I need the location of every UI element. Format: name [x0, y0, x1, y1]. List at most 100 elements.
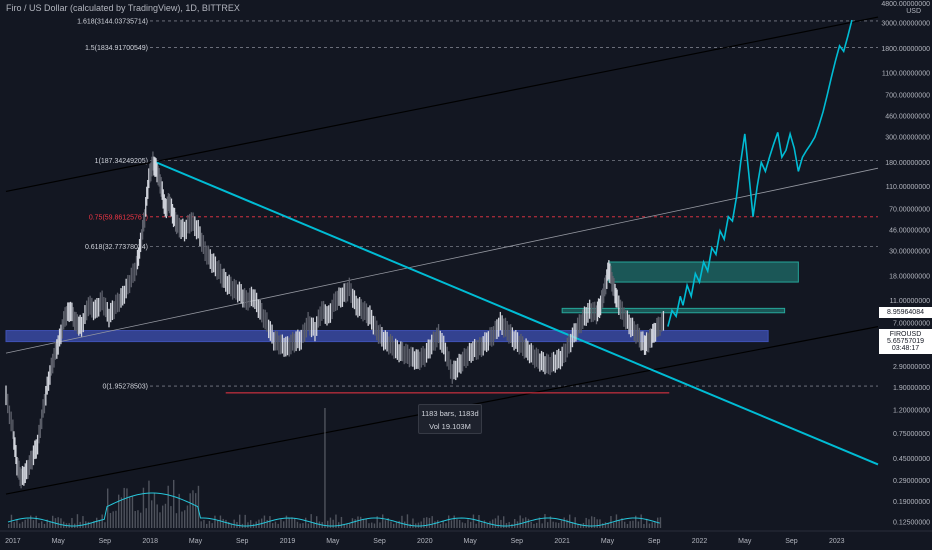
volume-bar	[162, 505, 164, 528]
y-tick-label: 1100.00000000	[882, 70, 930, 77]
volume-bar	[409, 523, 411, 528]
volume-bar	[651, 522, 653, 528]
volume-bar	[222, 518, 224, 528]
volume-bar	[340, 516, 343, 528]
y-tick-label: 110.00000000	[886, 184, 930, 191]
volume-bar	[32, 520, 35, 528]
volume-bar	[173, 479, 175, 528]
projection-line	[667, 19, 853, 327]
volume-bar	[329, 517, 332, 528]
volume-bar	[354, 519, 356, 528]
volume-bar	[208, 520, 211, 528]
volume-bar	[544, 514, 546, 528]
volume-bar	[569, 514, 571, 528]
volume-bar	[126, 488, 128, 528]
volume-bar	[307, 523, 310, 528]
volume-bar	[57, 517, 59, 528]
volume-bar	[406, 514, 409, 528]
volume-bar	[118, 494, 120, 528]
volume-bar	[280, 519, 282, 528]
volume-bar	[27, 518, 29, 528]
volume-bar	[296, 521, 299, 528]
fib-label-2: 1(187.34249205)	[95, 158, 148, 165]
volume-bar	[239, 514, 241, 528]
volume-bar	[577, 523, 579, 528]
volume-bar	[514, 519, 516, 528]
volume-bar	[536, 522, 538, 528]
volume-bar	[13, 522, 15, 528]
volume-bar	[181, 511, 183, 528]
volume-bar	[489, 521, 491, 528]
volume-bar	[244, 514, 246, 528]
y-tick-label: 700.00000000	[885, 93, 930, 100]
volume-bar	[555, 522, 557, 528]
fib-label-3: 0.75(59.86125767)	[89, 214, 148, 221]
volume-ma-line	[7, 492, 660, 527]
volume-bar	[170, 506, 172, 528]
volume-bar	[87, 521, 90, 528]
volume-bar	[371, 522, 373, 528]
volume-bar	[123, 487, 125, 528]
y-tick-label: 7.00000000	[893, 320, 930, 327]
volume-bar	[456, 519, 458, 528]
volume-bar	[417, 522, 420, 528]
y-tick-label: 0.45000000	[893, 456, 930, 463]
y-tick-label: 1.20000000	[893, 408, 930, 415]
volume-bar	[538, 517, 541, 528]
volume-bar	[335, 514, 337, 528]
volume-bar	[98, 519, 101, 528]
volume-bar	[164, 503, 167, 528]
volume-bar	[76, 514, 79, 528]
volume-bar	[459, 520, 461, 528]
volume-bar	[60, 518, 62, 528]
volume-bar	[530, 521, 532, 528]
volume-bar	[448, 515, 450, 528]
volume-bar	[140, 512, 142, 528]
fib-label-1: 1.5(1834.91700549)	[85, 45, 148, 52]
x-tick-label: Sep	[648, 538, 661, 545]
volume-bar	[470, 521, 472, 528]
volume-bar	[107, 488, 109, 528]
x-tick-label: Sep	[99, 538, 112, 545]
volume-bar	[423, 517, 425, 528]
volume-bar	[613, 522, 615, 528]
volume-bar	[21, 521, 24, 528]
volume-bar	[277, 523, 279, 528]
volume-bar	[635, 515, 637, 528]
x-tick-label: 2017	[5, 538, 21, 545]
volume-bar	[478, 514, 480, 528]
volume-bar	[500, 519, 502, 528]
volume-bar	[115, 510, 117, 528]
volume-bar	[646, 518, 648, 528]
volume-bar	[382, 514, 384, 528]
volume-bar	[137, 510, 139, 528]
volume-bar	[327, 520, 329, 528]
volume-bar	[285, 515, 288, 528]
volume-bar	[398, 520, 400, 528]
volume-bar	[203, 519, 205, 528]
measure-tooltip: 1183 bars, 1183d Vol 19.103M	[418, 404, 482, 434]
y-tick-label: 46.00000000	[889, 227, 930, 234]
countdown-tag: 03:48:17	[879, 343, 932, 354]
y-tick-label: 0.19000000	[893, 499, 930, 506]
y-tick-label: 0.75000000	[893, 431, 930, 438]
volume-bar	[373, 523, 376, 528]
volume-bar	[439, 523, 442, 528]
y-tick-label: 460.00000000	[885, 113, 930, 120]
volume-bar	[153, 492, 156, 528]
volume-bar	[472, 514, 475, 528]
volume-bar	[541, 523, 543, 528]
volume-bar	[266, 520, 268, 528]
volume-bar	[475, 523, 477, 528]
volume-bar	[445, 523, 447, 528]
y-tick-label: 18.00000000	[889, 274, 930, 281]
volume-bar	[412, 518, 414, 528]
volume-bar	[96, 517, 98, 528]
volume-bar	[497, 515, 499, 528]
volume-bar	[82, 516, 84, 528]
measure-volume: Vol 19.103M	[429, 422, 471, 431]
volume-bar	[486, 523, 488, 528]
x-tick-label: 2020	[417, 538, 433, 545]
y-tick-label: 180.00000000	[885, 160, 930, 167]
